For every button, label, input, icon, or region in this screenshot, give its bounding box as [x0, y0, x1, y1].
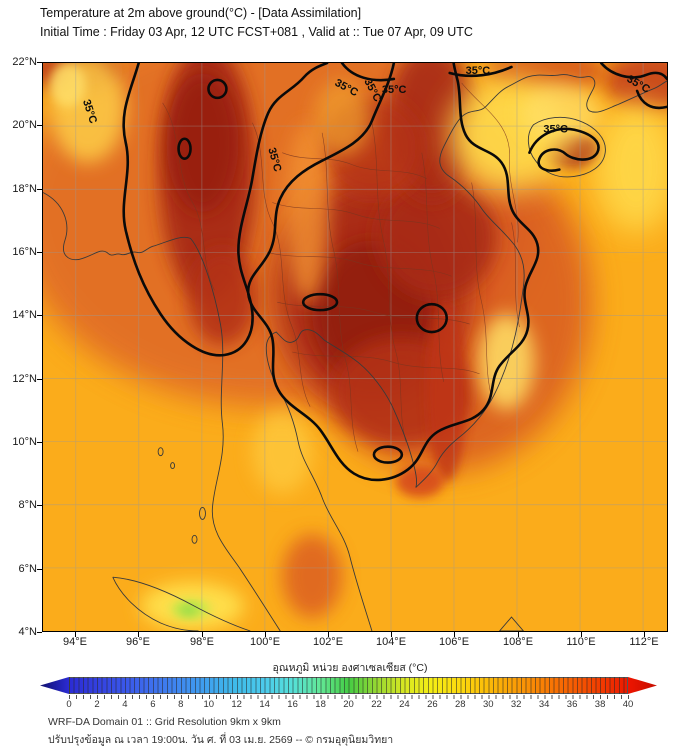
colorbar-tick: 40	[622, 699, 634, 710]
lat-label: 22°N	[12, 56, 37, 68]
colorbar-tick: 34	[538, 699, 550, 710]
colorbar-tick: 14	[259, 699, 270, 710]
lon-tick-mark	[328, 632, 329, 637]
lat-label: 12°N	[12, 373, 37, 385]
lon-label: 112°E	[629, 636, 659, 648]
colorbar-tick: 16	[287, 699, 298, 710]
lon-tick-mark	[202, 632, 203, 637]
colorbar-tick: 24	[399, 699, 410, 710]
colorbar-tick: 0	[66, 699, 72, 710]
lat-tick-mark	[37, 62, 42, 63]
colorbar-tick: 18	[315, 699, 326, 710]
contour-label: 35°C	[466, 65, 491, 77]
lat-label: 6°N	[18, 563, 37, 575]
lat-label: 18°N	[12, 183, 37, 195]
colorbar-tick: 20	[343, 699, 354, 710]
footer-update-info: ปรับปรุงข้อมูล ณ เวลา 19:00น. วัน ศ. ที่…	[48, 734, 394, 746]
lon-label: 108°E	[502, 636, 534, 648]
lon-tick-mark	[265, 632, 266, 637]
contour-label: 35°C	[382, 84, 407, 96]
colorbar-tick: 30	[483, 699, 494, 710]
lat-tick-mark	[37, 505, 42, 506]
colorbar-tick: 38	[594, 699, 606, 710]
colorbar-tick-marks	[69, 695, 629, 699]
colorbar-tick: 6	[150, 699, 156, 710]
lat-tick-mark	[37, 442, 42, 443]
lon-tick-mark	[391, 632, 392, 637]
lon-label: 110°E	[566, 636, 596, 648]
temperature-map-canvas: 35°C 35°C 35°C 35°C 35°C 35°C 35°C 35°C	[42, 62, 668, 632]
colorbar-tick: 26	[427, 699, 438, 710]
lon-tick-mark	[138, 632, 139, 637]
colorbar-tick: 32	[510, 699, 522, 710]
lon-label: 94°E	[63, 636, 87, 648]
province-borders	[162, 82, 520, 452]
temperature-field-svg: 35°C 35°C 35°C 35°C 35°C 35°C 35°C 35°C	[43, 63, 667, 631]
lon-label: 104°E	[375, 636, 407, 648]
colorbar-tick: 8	[178, 699, 184, 710]
colorbar-tick: 36	[566, 699, 578, 710]
lat-label: 4°N	[18, 626, 37, 638]
lat-tick-mark	[37, 379, 42, 380]
lat-label: 14°N	[12, 309, 37, 321]
coastline	[43, 74, 667, 631]
colorbar-gradient	[69, 677, 628, 694]
lon-label: 106°E	[438, 636, 470, 648]
lon-label: 96°E	[126, 636, 150, 648]
contour-35c	[122, 63, 667, 482]
contour-label: 35°C	[543, 124, 568, 136]
page-title: Temperature at 2m above ground(°C) - [Da…	[40, 6, 362, 20]
lon-tick-mark	[454, 632, 455, 637]
lon-tick-mark	[518, 632, 519, 637]
page-subtitle: Initial Time : Friday 03 Apr, 12 UTC FCS…	[40, 25, 473, 39]
lon-label: 102°E	[312, 636, 344, 648]
lon-tick-mark	[644, 632, 645, 637]
colorbar-tick: 4	[122, 699, 128, 710]
colorbar-tick: 2	[94, 699, 100, 710]
lon-tick-mark	[75, 632, 76, 637]
lat-label: 8°N	[18, 499, 37, 511]
colorbar-tick: 12	[231, 699, 242, 710]
lat-tick-mark	[37, 315, 42, 316]
colorbar-underflow-arrow	[40, 677, 69, 694]
lon-label: 100°E	[249, 636, 281, 648]
lat-tick-mark	[37, 632, 42, 633]
lat-tick-mark	[37, 125, 42, 126]
colorbar-title: อุณหภูมิ หน่วย องศาเซลเซียส (°C)	[272, 662, 428, 674]
lat-tick-mark	[37, 569, 42, 570]
lat-label: 16°N	[12, 246, 37, 258]
colorbar-tick: 28	[455, 699, 466, 710]
footer-domain-info: WRF-DA Domain 01 :: Grid Resolution 9km …	[48, 716, 281, 728]
lat-label: 10°N	[12, 436, 37, 448]
lat-tick-mark	[37, 252, 42, 253]
lon-tick-mark	[581, 632, 582, 637]
colorbar-tick: 22	[371, 699, 382, 710]
lat-tick-mark	[37, 189, 42, 190]
lon-label: 98°E	[190, 636, 214, 648]
colorbar-overflow-arrow	[628, 677, 657, 694]
colorbar-tick: 10	[203, 699, 215, 710]
lat-label: 20°N	[12, 119, 37, 131]
